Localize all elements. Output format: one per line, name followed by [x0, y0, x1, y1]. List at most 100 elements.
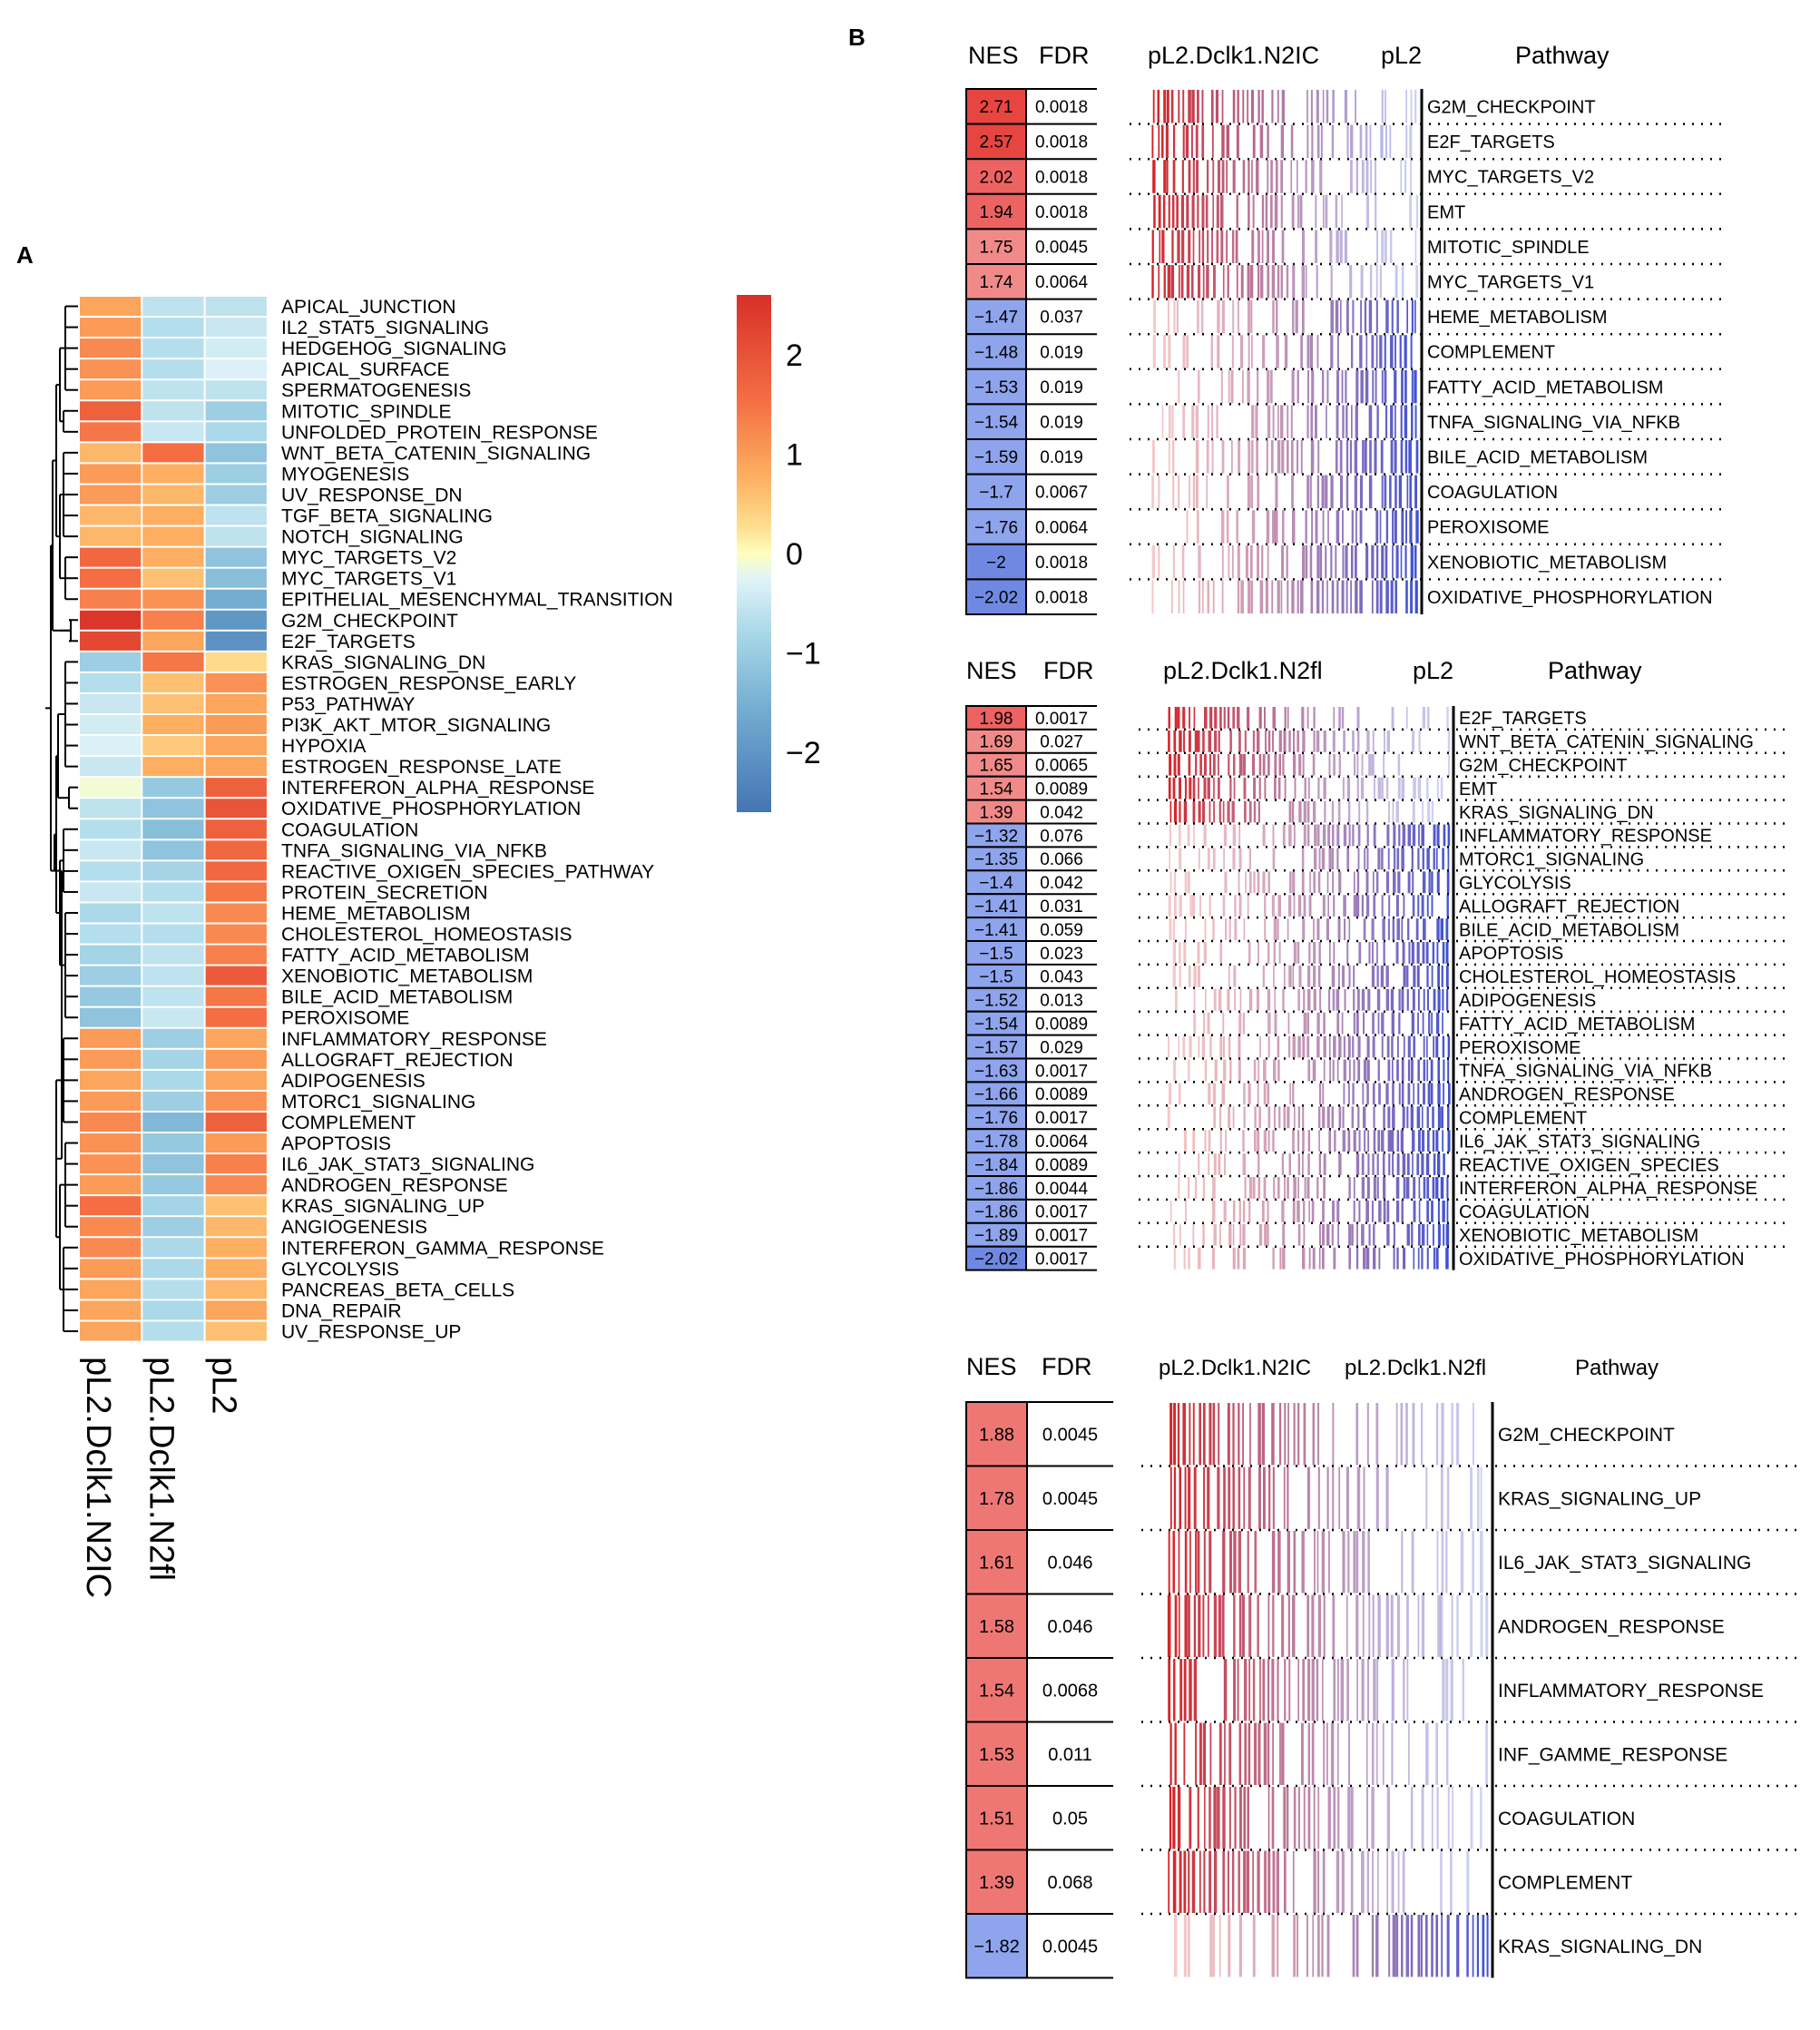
fdr-value: 0.0018 — [1035, 168, 1088, 187]
header-fdr: FDR — [1039, 42, 1090, 69]
fdr-value: 0.0064 — [1035, 1133, 1089, 1152]
heatmap-cell — [205, 318, 267, 338]
nes-cell — [965, 298, 1027, 336]
header-left-group: pL2.Dclk1.N2IC — [1159, 1356, 1311, 1380]
heatmap-cell — [142, 568, 204, 588]
pathway-label: WNT_BETA_CATENIN_SIGNALING — [1459, 732, 1754, 752]
heatmap-cell — [80, 652, 142, 672]
pathway-label: EMT — [1427, 202, 1465, 222]
row-label: KRAS_SIGNALING_DN — [281, 652, 485, 673]
pathway-label: ALLOGRAFT_REJECTION — [1459, 897, 1679, 917]
row-label: COMPLEMENT — [281, 1113, 416, 1133]
heatmap-cell — [142, 736, 204, 756]
row-label: IL2_STAT5_SIGNALING — [281, 318, 489, 338]
heatmap-cell — [80, 693, 142, 713]
heatmap-cell — [205, 652, 267, 672]
heatmap-cell — [205, 1049, 267, 1069]
fdr-value: 0.0064 — [1035, 518, 1089, 537]
nes-value: −1.63 — [974, 1062, 1018, 1081]
pathway-label: ANDROGEN_RESPONSE — [1459, 1085, 1675, 1105]
nes-cell — [965, 1721, 1028, 1787]
column-label: pL2 — [205, 1357, 243, 1414]
pathway-label: TNFA_SIGNALING_VIA_NFKB — [1427, 413, 1680, 433]
heatmap-cell — [142, 547, 204, 567]
row-label: ESTROGEN_RESPONSE_EARLY — [281, 673, 576, 694]
row-label: XENOBIOTIC_METABOLISM — [281, 966, 533, 987]
heatmap: APICAL_JUNCTIONIL2_STAT5_SIGNALINGHEDGEH… — [79, 297, 673, 1598]
heatmap-cell — [80, 861, 142, 881]
header-nes: NES — [966, 657, 1017, 684]
heatmap-cell — [80, 966, 142, 986]
row-label: DNA_REPAIR — [281, 1300, 402, 1321]
row-label: WNT_BETA_CATENIN_SIGNALING — [281, 443, 591, 464]
nes-cell — [965, 846, 1027, 872]
nes-cell — [965, 917, 1027, 942]
heatmap-cell — [205, 1196, 267, 1216]
heatmap-cell — [205, 840, 267, 860]
nes-value: −2.02 — [974, 589, 1018, 608]
heatmap-cell — [80, 903, 142, 923]
pathway-label: G2M_CHECKPOINT — [1427, 98, 1596, 118]
heatmap-cell — [205, 715, 267, 735]
column-label: pL2.Dclk1.N2IC — [79, 1357, 117, 1598]
heatmap-cell — [80, 359, 142, 379]
nes-value: −1.53 — [974, 378, 1018, 397]
row-label: MITOTIC_SPINDLE — [281, 401, 451, 422]
heatmap-cell — [80, 1280, 142, 1299]
pathway-label: ANDROGEN_RESPONSE — [1498, 1616, 1725, 1637]
heatmap-cell — [142, 338, 204, 358]
fdr-value: 0.019 — [1040, 448, 1083, 467]
pathway-label: COMPLEMENT — [1498, 1872, 1632, 1893]
nes-cell — [965, 986, 1027, 1013]
fdr-value: 0.0017 — [1035, 1203, 1088, 1222]
heatmap-cell — [142, 924, 204, 944]
header-pathway: Pathway — [1548, 657, 1642, 684]
pathway-label: KRAS_SIGNALING_DN — [1498, 1937, 1702, 1957]
heatmap-cell — [142, 715, 204, 735]
gsea-panels: NES FDR pL2.Dclk1.N2IC pL2 Pathway 2.71 0.0018… — [965, 42, 1796, 1979]
heatmap-cell — [80, 819, 142, 839]
pathway-label: BILE_ACID_METABOLISM — [1459, 920, 1679, 940]
heatmap-cell — [80, 799, 142, 819]
row-label: UV_RESPONSE_DN — [281, 485, 463, 505]
nes-value: −1.78 — [974, 1133, 1018, 1152]
row-label: HYPOXIA — [281, 736, 366, 757]
nes-value: 1.39 — [979, 1873, 1014, 1893]
heatmap-cell — [205, 422, 267, 442]
pathway-label: IL6_JAK_STAT3_SIGNALING — [1459, 1132, 1700, 1152]
heatmap-cell — [142, 1091, 204, 1111]
heatmap-cell — [142, 464, 204, 484]
heatmap-cell — [142, 1154, 204, 1174]
nes-value: 1.69 — [980, 733, 1013, 752]
heatmap-cell — [80, 464, 142, 484]
nes-value: 2.57 — [980, 133, 1013, 152]
heatmap-cell — [80, 1321, 142, 1341]
heatmap-cell — [80, 1217, 142, 1237]
row-label: PEROXISOME — [281, 1008, 409, 1029]
heatmap-cell — [142, 966, 204, 986]
heatmap-cell — [142, 1007, 204, 1027]
nes-cell — [965, 893, 1027, 919]
pathway-label: OXIDATIVE_PHOSPHORYLATION — [1459, 1250, 1745, 1270]
nes-cell — [965, 1010, 1027, 1036]
heatmap-cell — [205, 1238, 267, 1258]
colorbar: 2 1 0 −1 −2 — [737, 295, 821, 812]
heatmap-cell — [80, 1091, 142, 1111]
row-label: HEME_METABOLISM — [281, 903, 470, 924]
row-label: APICAL_JUNCTION — [281, 297, 456, 318]
dendrogram — [45, 305, 78, 1332]
row-label: EPITHELIAL_MESENCHYMAL_TRANSITION — [281, 590, 673, 611]
nes-value: 1.94 — [980, 203, 1013, 222]
heatmap-cell — [80, 1300, 142, 1320]
nes-value: −1.32 — [974, 827, 1018, 846]
panel-label-b: B — [848, 24, 866, 51]
heatmap-cell — [205, 799, 267, 819]
pathway-label: MITOTIC_SPINDLE — [1427, 238, 1590, 258]
heatmap-cell — [205, 986, 267, 1006]
colorbar-tick-label: 0 — [786, 537, 803, 572]
heatmap-cell — [142, 819, 204, 839]
nes-value: −1.47 — [974, 309, 1018, 328]
nes-cell — [965, 799, 1027, 825]
heatmap-cell — [205, 736, 267, 756]
